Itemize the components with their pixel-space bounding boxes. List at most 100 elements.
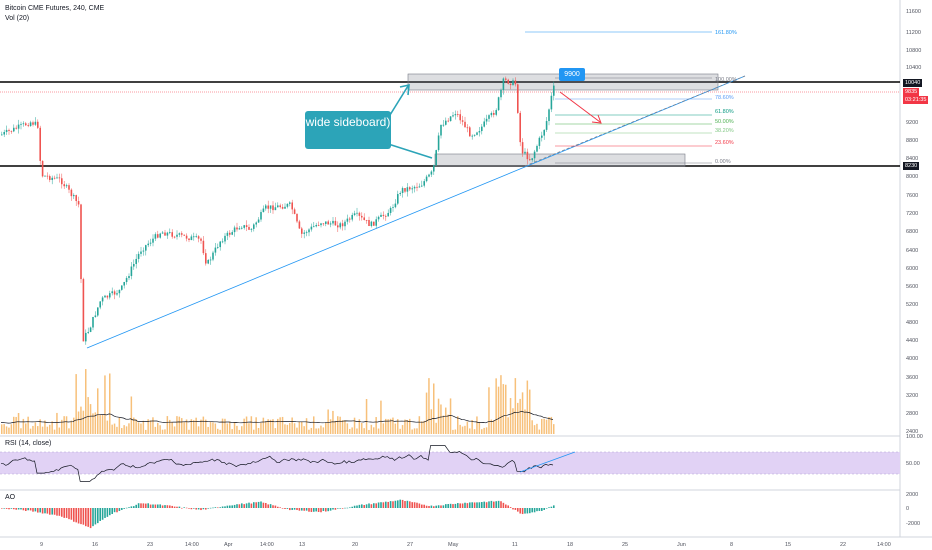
ao-bar — [51, 508, 53, 515]
ao-bar — [454, 503, 457, 508]
svg-text:0: 0 — [906, 506, 909, 512]
candle-body — [255, 222, 257, 225]
ao-bar — [481, 502, 483, 508]
ao-bar — [433, 506, 435, 508]
candle-body — [380, 214, 382, 217]
ao-bar — [411, 502, 413, 508]
ao-bar — [490, 500, 493, 508]
volume-bar — [238, 429, 241, 434]
ao-bar — [382, 502, 385, 508]
time-tick-label: 13 — [299, 542, 305, 548]
ao-bar — [452, 504, 454, 508]
ao-bar — [435, 505, 437, 508]
ao-bar — [135, 504, 137, 508]
ao-bar — [399, 499, 401, 508]
volume-bar — [133, 417, 135, 434]
candle-body — [308, 229, 310, 233]
ao-bar — [440, 505, 442, 508]
volume-bar — [13, 416, 15, 434]
consolidation-box-bottom[interactable] — [434, 153, 686, 167]
ao-bar — [521, 508, 524, 515]
volume-bar — [65, 416, 68, 434]
time-tick-label: 23 — [147, 542, 153, 548]
fibonacci-retracement[interactable]: 161.80% 100.00% 78.60% 61.80% 50.00% 38.… — [525, 30, 737, 165]
candle-body — [183, 234, 185, 236]
candle-body — [349, 218, 351, 220]
candle-body — [272, 205, 274, 211]
candle-body — [543, 129, 545, 136]
volume-bar — [514, 378, 517, 434]
time-tick-label: 22 — [840, 542, 846, 548]
time-tick-label: 20 — [352, 542, 358, 548]
volume-bar — [512, 408, 514, 434]
ao-bar — [279, 507, 281, 508]
ao-bar — [49, 508, 51, 515]
candle-body — [94, 315, 97, 317]
candle-body — [464, 121, 466, 128]
time-axis[interactable]: 9 16 23 14:00 Apr 14:00 13 20 27 May 11 18 25 Jun 8 15 2… — [40, 542, 891, 548]
price-marker-label[interactable]: 9900 — [559, 68, 585, 81]
volume-bar — [327, 409, 329, 434]
ao-bar — [164, 505, 166, 508]
time-tick-label: 8 — [730, 542, 733, 548]
candle-body — [375, 219, 377, 226]
candle-body — [435, 150, 437, 166]
candle-body — [445, 120, 447, 125]
candle-body — [365, 219, 368, 221]
ao-bar — [104, 508, 106, 518]
candle-body — [253, 224, 255, 229]
candle-body — [10, 130, 13, 132]
candle-body — [51, 177, 53, 180]
svg-text:-2000: -2000 — [906, 521, 920, 527]
volume-indicator-label[interactable]: Vol (20) — [5, 15, 30, 22]
candle-body — [293, 209, 296, 214]
candle-body — [77, 201, 80, 205]
ao-bar — [113, 508, 116, 513]
rsi-indicator-label[interactable]: RSI (14, close) — [5, 440, 52, 447]
volume-bar — [529, 389, 531, 434]
ao-bar — [116, 508, 118, 513]
candle-body — [346, 218, 349, 222]
candle-body — [289, 202, 291, 204]
price-tick-label: 10800 — [906, 48, 921, 54]
volume-bar — [85, 369, 87, 434]
ao-bar — [13, 508, 15, 510]
volume-bar — [250, 416, 253, 434]
volume-bar — [41, 426, 44, 434]
rsi-trendline[interactable] — [519, 451, 576, 473]
fib-label-786: 78.60% — [715, 95, 734, 101]
volume-bar — [418, 416, 421, 434]
volume-bar — [219, 429, 221, 434]
volume-bar — [509, 398, 512, 434]
time-tick-label: 14:00 — [260, 542, 274, 548]
candle-body — [89, 327, 92, 332]
volume-bar — [224, 418, 226, 434]
callout-note[interactable]: wide sideboard) — [305, 111, 391, 149]
ao-bar — [392, 501, 394, 508]
candle-body — [524, 151, 526, 154]
ao-bar — [80, 508, 82, 525]
volume-bar — [524, 409, 526, 434]
volume-bar — [401, 425, 404, 434]
volume-bar — [334, 420, 337, 434]
candle-body — [217, 247, 219, 248]
volume-bar — [212, 422, 214, 434]
ao-bar — [548, 507, 550, 508]
candle-body — [97, 307, 99, 316]
ao-bar — [313, 508, 315, 512]
ascending-trendline[interactable] — [86, 75, 746, 349]
volume-bar — [262, 417, 265, 434]
candle-body — [313, 226, 315, 228]
candle-body — [344, 221, 346, 227]
volume-bar — [231, 429, 233, 434]
ao-bar — [310, 508, 313, 512]
ao-bar — [185, 507, 188, 509]
volume-bar — [373, 427, 375, 434]
candle-body — [466, 127, 469, 129]
candle-body — [284, 206, 286, 209]
ao-bar — [466, 503, 469, 508]
ao-bar — [394, 500, 397, 508]
ao-indicator-label[interactable]: AO — [5, 494, 16, 501]
price-axis[interactable]: 11600 11200 10800 10400 9200 8800 8400 8000 7600… — [906, 9, 921, 435]
